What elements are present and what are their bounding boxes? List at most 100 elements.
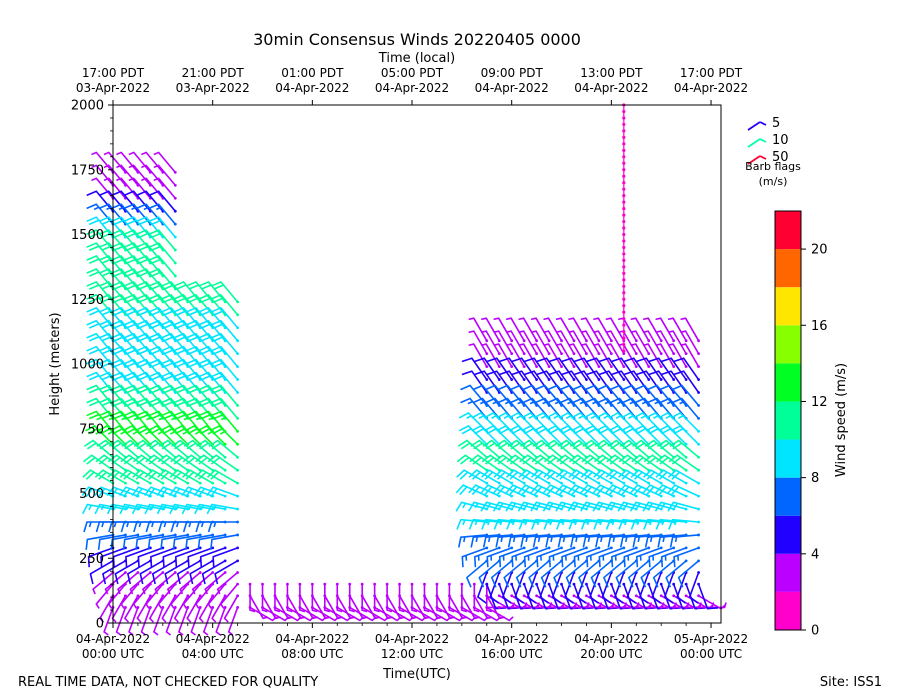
- barb-base: [634, 582, 638, 586]
- barb-staff: [112, 547, 139, 558]
- wind-barb: [210, 319, 239, 343]
- barb-flag: [98, 345, 110, 352]
- barb-flag: [660, 428, 671, 435]
- barb-flag: [567, 484, 576, 494]
- barb-staff: [675, 469, 700, 484]
- barb-flag: [127, 573, 132, 585]
- barb-flag: [634, 384, 645, 391]
- barb-half-flag: [487, 536, 491, 543]
- barb-flag: [114, 573, 119, 585]
- barb-flag: [212, 428, 223, 435]
- barb-half-flag: [615, 415, 622, 419]
- barb-flag: [86, 332, 97, 339]
- barb-flag: [150, 428, 161, 435]
- barb-flag: [151, 573, 156, 585]
- barb-flag: [609, 471, 618, 480]
- barb-base: [547, 494, 551, 498]
- barb-flag: [608, 412, 619, 419]
- barb-staff: [157, 216, 177, 238]
- barb-base: [697, 520, 700, 524]
- barb-half-flag: [99, 617, 105, 623]
- wind-barb: [196, 439, 227, 459]
- barb-staff: [671, 534, 700, 539]
- wind-barb: [210, 371, 239, 394]
- barb-flag: [561, 357, 572, 363]
- barb-staff: [205, 425, 226, 446]
- barb-flag: [530, 469, 540, 478]
- barb-staff: [603, 560, 625, 579]
- barb-flag: [176, 361, 187, 368]
- barb-staff: [529, 425, 550, 446]
- barb-staff: [633, 370, 650, 394]
- barb-flag: [185, 456, 196, 465]
- barb-flag: [135, 488, 143, 498]
- barb-flag: [210, 397, 222, 404]
- barb-flag: [97, 425, 108, 432]
- barb-half-flag: [103, 164, 110, 169]
- barb-flag: [151, 310, 162, 316]
- barb-base: [609, 494, 613, 498]
- barb-base: [659, 481, 663, 485]
- barb-base: [223, 546, 227, 550]
- barb-flag: [120, 454, 130, 463]
- barb-base: [124, 533, 127, 537]
- wind-barb: [598, 357, 626, 381]
- barb-staff: [660, 547, 687, 558]
- barb-flag: [472, 397, 483, 404]
- barb-flag: [101, 387, 112, 394]
- barb-flag: [123, 268, 134, 274]
- barb-flag: [532, 537, 537, 548]
- barb-flag: [595, 537, 599, 548]
- barb-flag: [148, 358, 159, 365]
- barb-base: [435, 582, 439, 586]
- barb-flag: [590, 577, 597, 588]
- wind-barb: [447, 582, 455, 613]
- barb-base: [485, 378, 489, 381]
- barb-base: [560, 546, 563, 550]
- barb-flag: [646, 486, 655, 496]
- barb-staff: [132, 583, 152, 605]
- barb-base: [236, 507, 239, 511]
- barb-flag: [543, 454, 554, 463]
- wind-barb: [128, 606, 140, 636]
- barb-base: [485, 507, 489, 511]
- barb-half-flag: [300, 616, 306, 620]
- barb-flag: [496, 486, 505, 496]
- barb-staff: [597, 518, 625, 523]
- barb-flag: [497, 384, 508, 391]
- barb-staff: [473, 547, 501, 558]
- barb-base: [672, 494, 676, 498]
- barb-base: [535, 594, 539, 598]
- barb-staff: [361, 595, 376, 620]
- barb-flag: [138, 284, 150, 290]
- barb-staff: [648, 547, 675, 558]
- barb-half-flag: [593, 343, 599, 347]
- barb-staff: [657, 357, 675, 381]
- barb-staff: [626, 454, 650, 471]
- barb-flag: [136, 345, 147, 352]
- barb-flag: [670, 425, 681, 432]
- barb-flag: [213, 310, 224, 316]
- wind-barb: [148, 190, 177, 213]
- wind-barb: [178, 606, 190, 636]
- barb-flag: [660, 556, 664, 568]
- y-tick-label: 0: [96, 617, 104, 632]
- barb-half-flag: [673, 502, 679, 509]
- barb-base: [597, 481, 601, 485]
- barb-flag: [161, 332, 172, 339]
- barb-base: [522, 481, 526, 485]
- barb-flag: [123, 242, 134, 248]
- barb-flag: [481, 469, 490, 478]
- barb-flag: [94, 504, 101, 515]
- barb-base: [522, 378, 526, 381]
- barb-flag: [134, 425, 145, 432]
- barb-flag: [163, 323, 174, 329]
- barb-staff: [473, 595, 489, 620]
- y-tick-label: 1000: [71, 358, 104, 373]
- barb-base: [647, 582, 651, 586]
- barb-half-flag: [374, 609, 380, 613]
- barb-staff: [179, 571, 202, 591]
- barb-base: [223, 468, 227, 472]
- barb-flag: [122, 539, 126, 550]
- barb-base: [684, 594, 688, 598]
